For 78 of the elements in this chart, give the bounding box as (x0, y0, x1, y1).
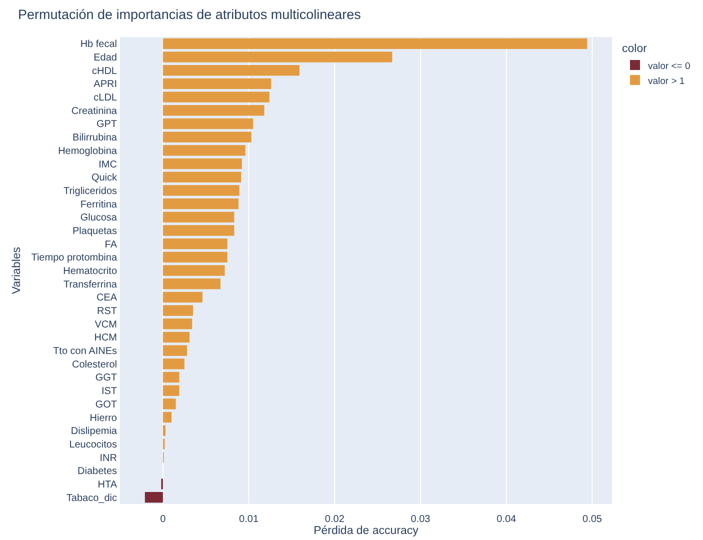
y-tick-label: cLDL (94, 92, 118, 104)
bar (162, 118, 254, 130)
x-tick-label: 0 (160, 514, 166, 525)
bar (162, 398, 176, 410)
x-tick-label: 0.05 (582, 514, 602, 525)
bar (162, 385, 180, 396)
y-tick-label: Tiempo protombina (31, 252, 118, 264)
bar (162, 38, 588, 50)
y-tick-label: GPT (96, 119, 117, 130)
bar (162, 225, 234, 236)
x-tick-label: 0.01 (239, 514, 259, 525)
bar (162, 332, 190, 343)
x-axis-title: Pérdida de accuracy (314, 525, 419, 537)
y-tick-label: Tto con AINEs (53, 346, 117, 358)
bar (162, 92, 270, 102)
bar (144, 492, 163, 503)
legend-label: valor <= 0 (648, 61, 690, 72)
bar (162, 345, 187, 356)
y-tick-label: Hematocrito (63, 266, 118, 277)
y-tick-label: Colesterol (72, 359, 117, 370)
y-tick-label: Hierro (90, 412, 118, 424)
y-tick-label: Trigliceridos (63, 186, 117, 197)
y-tick-label: Plaquetas (72, 226, 117, 237)
y-tick-label: Dislipemia (70, 426, 118, 438)
x-tick-label: 0.03 (410, 514, 431, 525)
legend-label: valor > 1 (648, 76, 685, 87)
bar (162, 132, 252, 142)
bar (162, 318, 192, 330)
legend-title: color (622, 43, 648, 55)
x-tick-label: 0.02 (324, 514, 345, 525)
bar (162, 172, 242, 182)
y-tick-label: Quick (91, 172, 118, 184)
bar (162, 52, 392, 62)
y-tick-label: Ferritina (80, 199, 118, 210)
y-tick-label: GOT (95, 399, 117, 410)
y-tick-label: Tabaco_dic (66, 492, 117, 504)
bar (162, 412, 172, 423)
bar (162, 425, 166, 436)
bar (162, 78, 272, 90)
y-tick-label: APRI (94, 79, 117, 90)
bar (162, 238, 228, 250)
bar (162, 278, 220, 290)
bar (162, 158, 242, 170)
y-tick-label: INR (100, 452, 117, 464)
y-tick-label: CEA (96, 292, 118, 304)
y-tick-label: Bilirrubina (72, 132, 118, 144)
y-tick-label: HCM (94, 332, 117, 344)
y-tick-label: cHDL (92, 66, 118, 77)
chart-title: Permutación de importancias de atributos multicolineares (18, 7, 362, 22)
y-tick-label: Hb fecal (80, 39, 117, 50)
y-tick-label: HTA (98, 479, 118, 490)
y-tick-label: Creatinina (71, 106, 118, 117)
y-tick-label: Diabetes (78, 466, 117, 478)
bar (162, 185, 240, 196)
y-tick-label: GGT (95, 372, 117, 384)
bar (162, 145, 246, 156)
bar (162, 105, 264, 116)
y-tick-label: Glucosa (80, 212, 118, 224)
y-tick-label: FA (104, 239, 118, 250)
y-axis-title: Variables (11, 246, 23, 294)
y-tick-label: IST (101, 386, 117, 398)
bar (162, 265, 225, 276)
bar (162, 305, 193, 316)
x-tick-label: 0.04 (496, 514, 517, 525)
y-tick-label: Edad (94, 52, 117, 64)
y-tick-label: VCM (94, 319, 117, 330)
y-tick-label: RST (97, 306, 117, 318)
bar (162, 198, 238, 210)
bar (162, 292, 202, 303)
bar (162, 252, 228, 262)
bar (162, 212, 234, 222)
y-tick-label: Hemoglobina (58, 146, 118, 157)
bar (162, 372, 180, 383)
y-tick-label: Transferrina (63, 279, 118, 290)
y-tick-label: IMC (98, 159, 117, 170)
bar (162, 358, 184, 370)
y-tick-label: Leucocitos (69, 439, 117, 450)
bar (162, 65, 300, 76)
